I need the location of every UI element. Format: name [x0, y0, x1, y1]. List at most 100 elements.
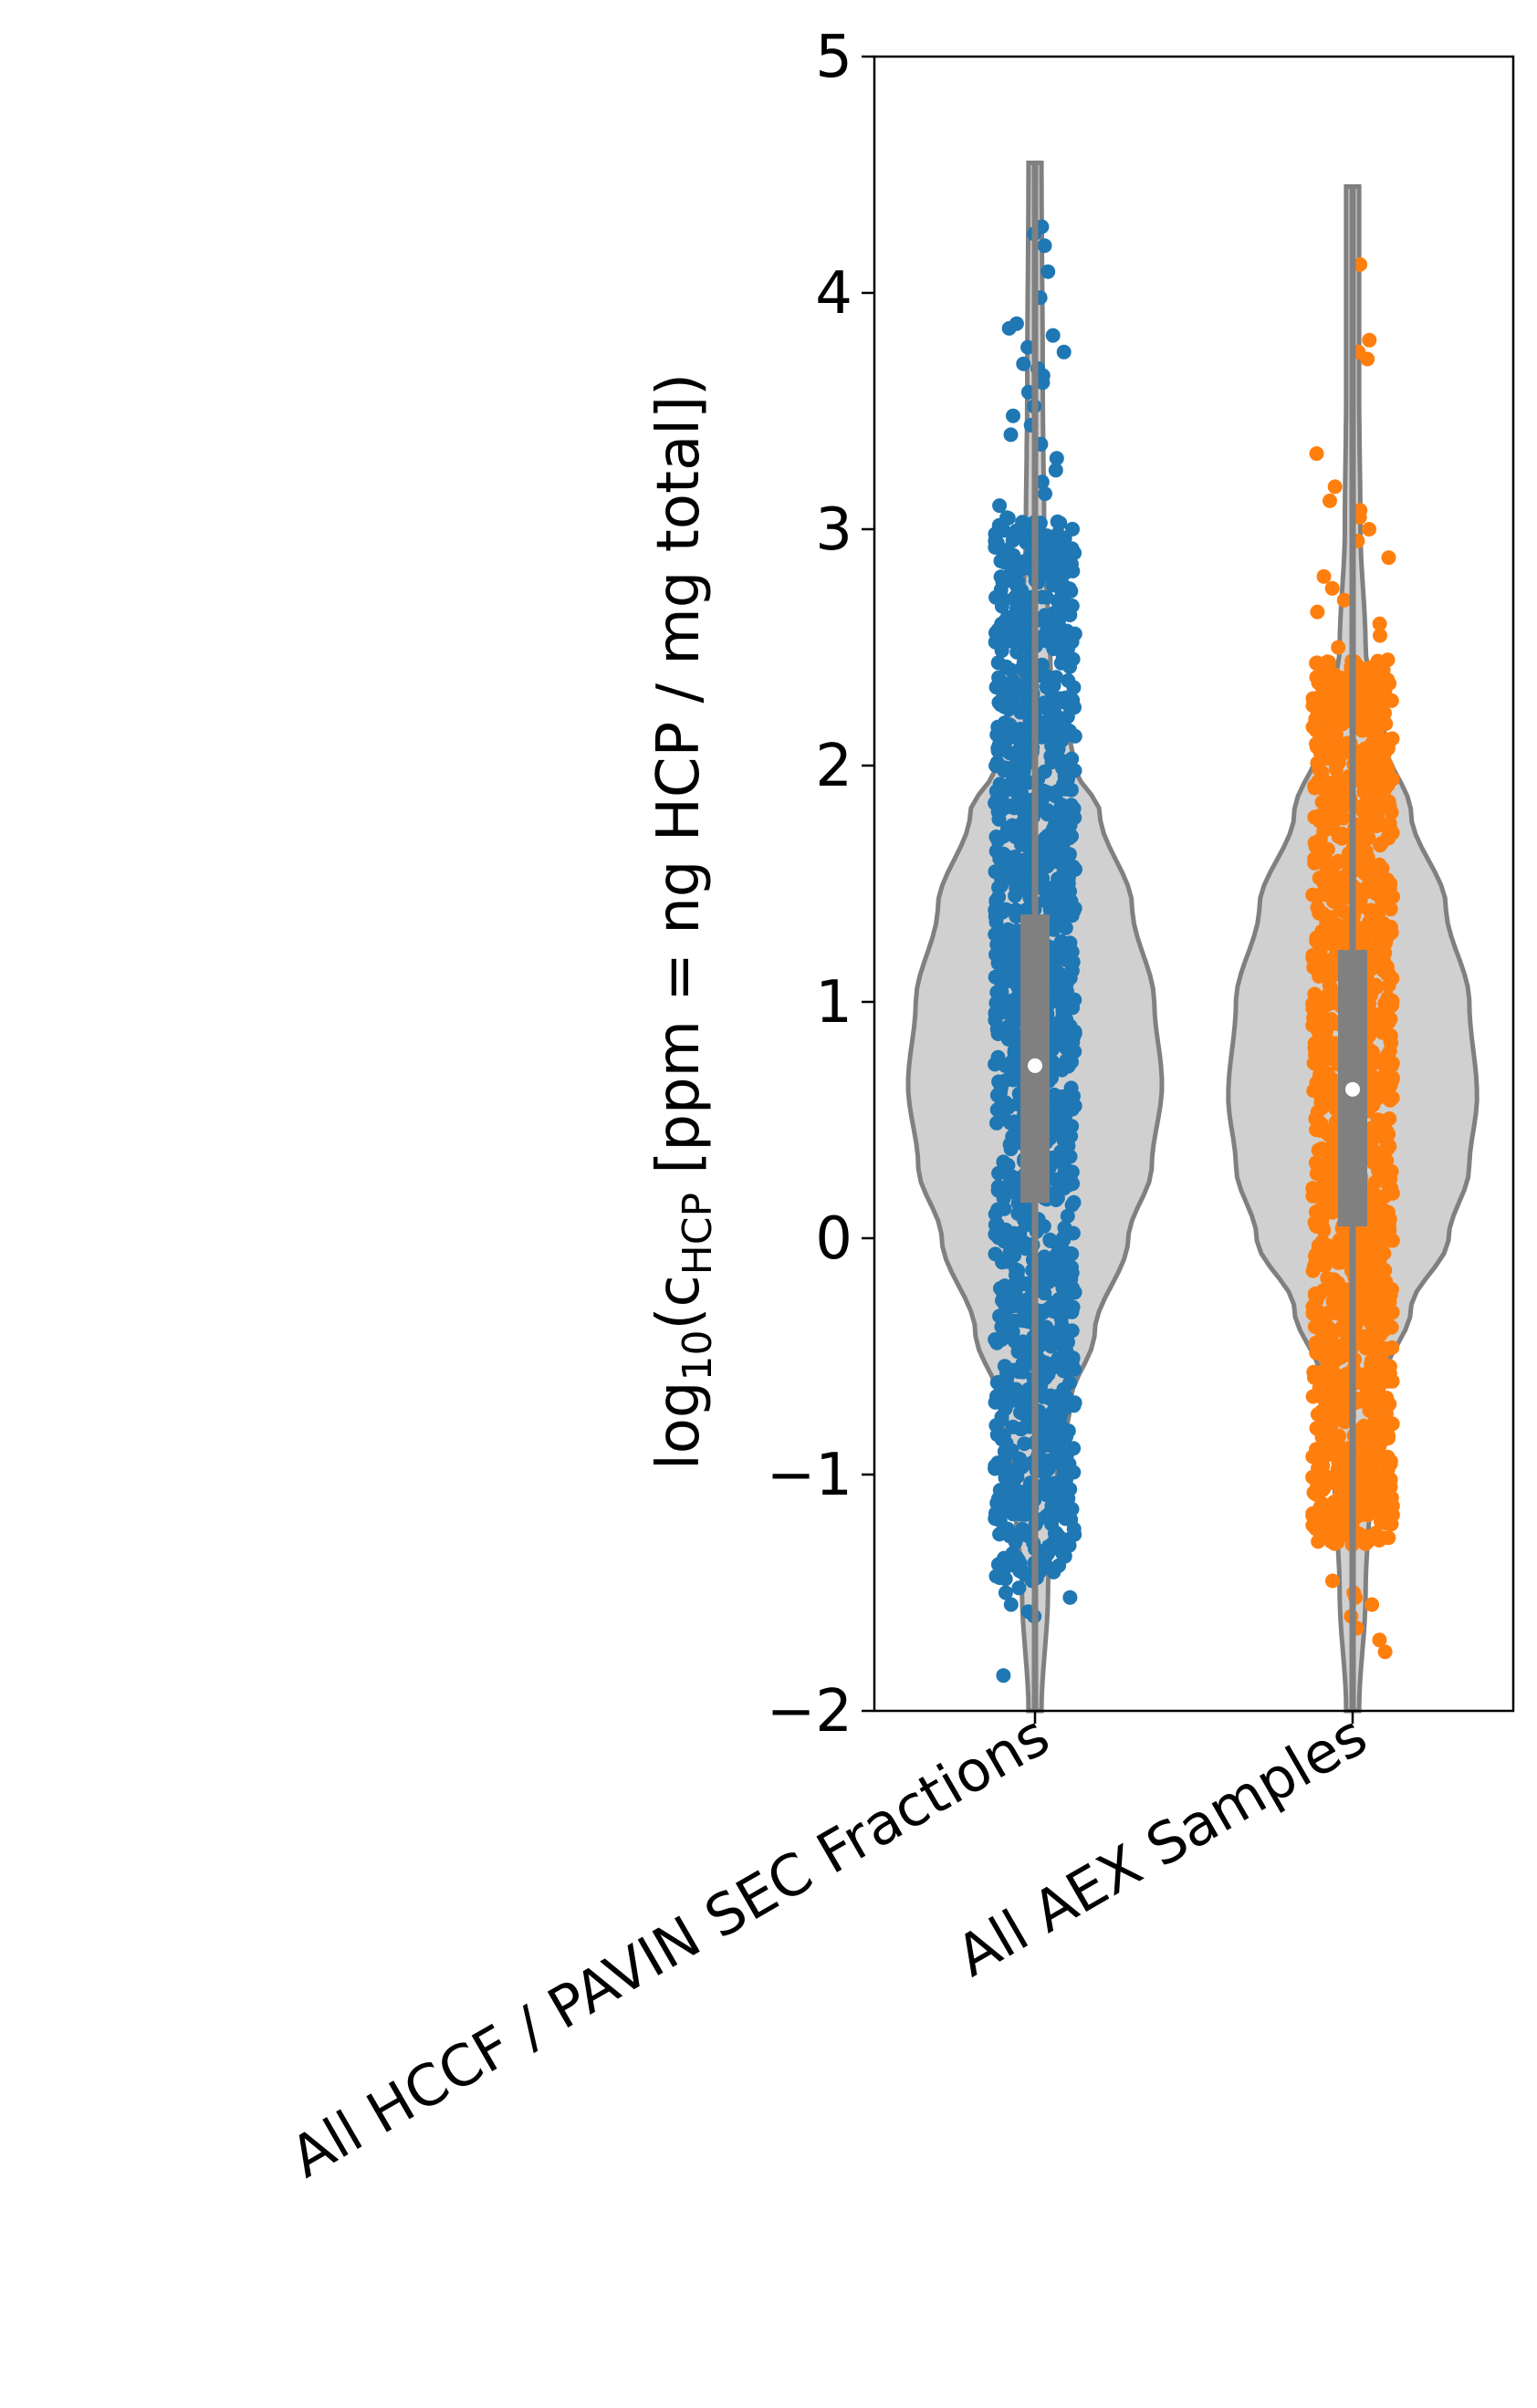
data-point-outlier — [1049, 451, 1064, 466]
data-point-outlier — [1310, 604, 1325, 620]
data-point — [1018, 1217, 1033, 1233]
data-point — [1063, 583, 1079, 599]
data-point — [1359, 1393, 1375, 1409]
data-point-outlier — [996, 1668, 1011, 1684]
data-point — [1043, 1453, 1059, 1468]
data-point — [998, 1073, 1013, 1089]
data-point — [1365, 1321, 1381, 1337]
data-point — [1001, 616, 1017, 631]
data-point — [1008, 1009, 1023, 1025]
data-point — [1312, 1067, 1327, 1082]
data-point — [1325, 776, 1341, 791]
y-tick-label: −1 — [767, 1442, 852, 1509]
data-point — [1323, 969, 1339, 985]
data-point — [1046, 1032, 1061, 1048]
data-point — [994, 1332, 1009, 1347]
data-point — [1354, 763, 1369, 777]
data-point — [1065, 859, 1081, 874]
data-point-outlier — [1360, 351, 1375, 367]
ylabel-mid: (c — [645, 1275, 713, 1329]
data-point-outlier — [1381, 550, 1396, 566]
data-point-outlier — [1325, 1573, 1340, 1589]
data-point — [1017, 1436, 1032, 1452]
data-point — [1315, 1031, 1331, 1047]
data-point — [1003, 1296, 1019, 1311]
data-point — [989, 1216, 1005, 1232]
data-point — [1372, 889, 1387, 904]
data-point — [1008, 1534, 1023, 1549]
data-point — [992, 676, 1007, 692]
data-point — [1039, 565, 1054, 580]
data-point — [994, 1383, 1009, 1399]
data-point — [1063, 1054, 1079, 1069]
data-point — [1377, 996, 1393, 1011]
data-point — [1017, 873, 1031, 889]
data-point — [1382, 676, 1397, 691]
data-point — [1019, 1292, 1034, 1308]
data-point — [1020, 637, 1036, 652]
data-point-outlier — [1006, 408, 1020, 423]
data-point — [1309, 1166, 1324, 1182]
data-point — [1358, 714, 1374, 730]
data-point — [1051, 871, 1066, 887]
data-point — [1331, 1441, 1346, 1456]
data-point — [990, 833, 1006, 848]
data-point — [1038, 1437, 1053, 1453]
data-point — [1377, 1467, 1393, 1483]
data-point — [1323, 733, 1338, 748]
data-point — [1046, 1564, 1061, 1579]
data-point-outlier — [1037, 238, 1052, 254]
data-point — [1063, 893, 1079, 909]
data-point — [1324, 1162, 1340, 1177]
data-point — [1312, 870, 1327, 886]
data-point-outlier — [992, 498, 1008, 514]
data-point — [994, 643, 1009, 659]
data-point — [1036, 1218, 1051, 1234]
data-point — [1014, 661, 1030, 676]
data-point — [1009, 644, 1025, 660]
data-point — [1382, 1044, 1397, 1058]
data-point — [1331, 1454, 1346, 1470]
data-point-outlier — [1353, 256, 1368, 272]
ylabel-subscript-hcp: HCP — [674, 1193, 721, 1275]
data-point — [1379, 1391, 1395, 1405]
data-point — [1010, 1344, 1026, 1360]
data-point — [1062, 608, 1078, 622]
data-point — [994, 1554, 1009, 1569]
data-point — [988, 927, 1003, 943]
data-point — [1064, 1197, 1080, 1213]
data-point — [1044, 1498, 1060, 1514]
data-point — [1325, 1350, 1341, 1366]
data-point — [1309, 1345, 1324, 1360]
data-point — [1064, 1164, 1080, 1180]
data-point — [1015, 515, 1030, 530]
data-point — [1368, 794, 1384, 809]
data-point-outlier — [1331, 640, 1346, 655]
data-point — [1313, 1461, 1329, 1476]
data-point — [1333, 1307, 1347, 1322]
data-point — [1009, 1550, 1025, 1565]
data-point — [1315, 925, 1331, 941]
data-point — [1374, 836, 1389, 851]
data-point — [1364, 1307, 1380, 1321]
data-point — [1311, 1253, 1326, 1268]
data-point — [1066, 1398, 1082, 1413]
data-point-outlier — [1373, 628, 1387, 643]
data-point — [1037, 1249, 1052, 1265]
ylabel-prefix: log — [645, 1381, 713, 1470]
data-point-outlier — [1336, 592, 1352, 608]
data-point — [988, 969, 1003, 985]
data-point — [1314, 1141, 1329, 1156]
data-point — [995, 1255, 1010, 1270]
data-point — [1060, 1208, 1075, 1224]
data-point — [1325, 745, 1341, 760]
data-point — [1003, 1141, 1019, 1157]
data-point — [1364, 984, 1379, 999]
ylabel-suffix: [ppm = ng HCP / mg total]) — [645, 373, 713, 1193]
data-point-outlier — [1034, 474, 1050, 490]
data-point — [1046, 1295, 1061, 1310]
data-point — [1066, 801, 1082, 817]
data-point — [1065, 1176, 1081, 1192]
data-point — [1353, 1235, 1368, 1250]
data-point — [1311, 1534, 1326, 1549]
